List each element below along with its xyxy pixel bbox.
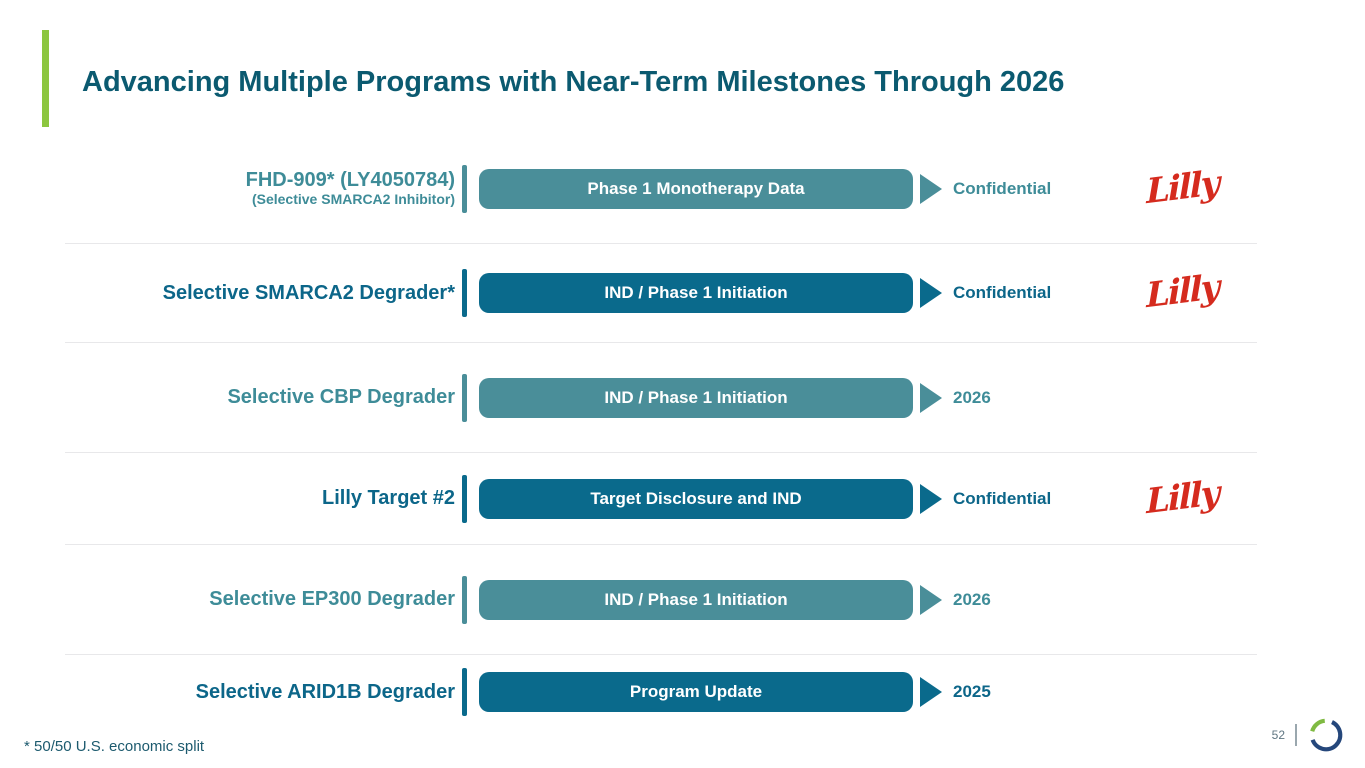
timing-label: 2026 xyxy=(953,387,991,407)
program-name-text: FHD-909* (LY4050784) xyxy=(245,169,455,192)
milestone-bar: IND / Phase 1 Initiation xyxy=(479,377,913,418)
row-separator xyxy=(462,269,467,317)
milestone-label: Phase 1 Monotherapy Data xyxy=(587,178,805,198)
milestone-label: IND / Phase 1 Initiation xyxy=(604,387,788,407)
program-name-block: Selective ARID1B Degrader xyxy=(65,681,455,703)
program-row-smarca2-degrader: Selective SMARCA2 Degrader* IND / Phase … xyxy=(65,243,1257,342)
lilly-logo-text: Lilly xyxy=(1145,162,1219,212)
footnote: * 50/50 U.S. economic split xyxy=(24,738,205,755)
program-row-fhd909: FHD-909* (LY4050784) (Selective SMARCA2 … xyxy=(65,134,1257,243)
row-separator xyxy=(462,164,467,213)
lilly-logo-text: Lilly xyxy=(1145,267,1219,317)
milestone-arrow-icon xyxy=(920,278,942,308)
program-name-block: Selective SMARCA2 Degrader* xyxy=(65,282,455,304)
title-accent-bar xyxy=(42,30,49,127)
lilly-logo: Lilly xyxy=(1134,163,1230,212)
program-name-text: Lilly Target #2 xyxy=(321,487,455,510)
timing-label: Confidential xyxy=(953,488,1052,508)
milestone-bar: Program Update xyxy=(479,672,913,712)
milestone-arrow-icon xyxy=(920,677,942,707)
row-separator xyxy=(462,373,467,422)
milestone-arrow-icon xyxy=(920,382,942,413)
program-row-ep300-degrader: Selective EP300 Degrader IND / Phase 1 I… xyxy=(65,544,1257,654)
page-footer: 52 xyxy=(1272,716,1345,754)
program-row-cbp-degrader: Selective CBP Degrader IND / Phase 1 Ini… xyxy=(65,342,1257,452)
program-row-lilly-target-2: Lilly Target #2 Target Disclosure and IN… xyxy=(65,452,1257,544)
milestone-arrow-icon xyxy=(920,584,942,615)
milestone-label: Program Update xyxy=(629,682,763,701)
page-title: Advancing Multiple Programs with Near-Te… xyxy=(82,66,1065,98)
program-list: FHD-909* (LY4050784) (Selective SMARCA2 … xyxy=(65,134,1257,729)
foghorn-logo-icon xyxy=(1310,718,1343,752)
milestone-bar: Target Disclosure and IND xyxy=(479,478,913,519)
timing-label: Confidential xyxy=(953,283,1052,302)
lilly-logo-text: Lilly xyxy=(1145,472,1219,522)
program-name-block: FHD-909* (LY4050784) (Selective SMARCA2 … xyxy=(65,169,455,207)
footer-divider xyxy=(1295,724,1297,746)
milestone-label: IND / Phase 1 Initiation xyxy=(604,283,788,302)
program-name-text: Selective EP300 Degrader xyxy=(209,588,455,611)
program-name-text: Selective SMARCA2 Degrader* xyxy=(162,281,455,304)
program-name-text: Selective CBP Degrader xyxy=(227,386,455,409)
milestone-bar: IND / Phase 1 Initiation xyxy=(479,579,913,620)
program-name-block: Selective CBP Degrader xyxy=(65,386,455,408)
lilly-logo: Lilly xyxy=(1134,473,1230,522)
program-row-arid1b-degrader: Selective ARID1B Degrader Program Update… xyxy=(65,654,1257,729)
milestone-arrow-icon xyxy=(920,173,942,204)
milestone-arrow-icon xyxy=(920,483,942,514)
milestone-bar: IND / Phase 1 Initiation xyxy=(479,273,913,313)
program-name-block: Lilly Target #2 xyxy=(65,487,455,509)
milestone-label: IND / Phase 1 Initiation xyxy=(604,589,788,609)
timing-label: 2026 xyxy=(953,589,991,609)
row-separator xyxy=(462,474,467,523)
program-name-block: Selective EP300 Degrader xyxy=(65,588,455,610)
page-number: 52 xyxy=(1271,728,1285,742)
lilly-logo: Lilly xyxy=(1134,267,1230,316)
milestone-bar: Phase 1 Monotherapy Data xyxy=(479,168,913,209)
timing-label: Confidential xyxy=(953,178,1052,198)
program-name-text: Selective ARID1B Degrader xyxy=(195,680,455,703)
timing-label: 2025 xyxy=(953,682,991,701)
milestone-label: Target Disclosure and IND xyxy=(590,488,802,508)
program-subtitle-text: (Selective SMARCA2 Inhibitor) xyxy=(251,190,455,207)
row-separator xyxy=(462,668,467,716)
row-separator xyxy=(462,575,467,624)
